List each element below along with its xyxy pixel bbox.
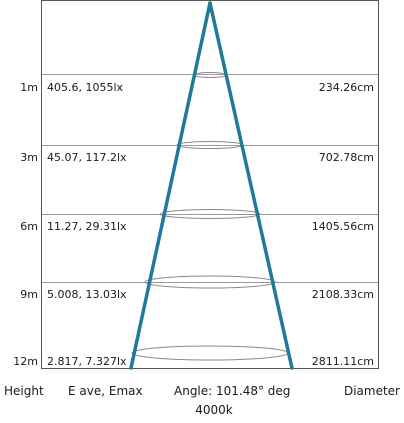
footer-diameter-label: Diameter xyxy=(344,384,400,398)
spot-ellipse-12m xyxy=(131,345,289,361)
row-illuminance-3m: 45.07, 117.2lx xyxy=(47,151,127,164)
beam-left-edge xyxy=(129,1,212,370)
footer-illuminance-label: E ave, Emax xyxy=(68,384,143,398)
row-height-6m: 6m xyxy=(20,220,38,233)
row-illuminance-1m: 405.6, 1055lx xyxy=(47,81,124,94)
row-height-12m: 12m xyxy=(13,355,38,368)
footer-angle-label: Angle: 101.48° deg xyxy=(174,384,290,398)
spot-ellipse-9m xyxy=(144,275,276,289)
row-diameter-9m: 2108.33cm xyxy=(312,288,374,301)
footer-color-temp: 4000k xyxy=(195,403,233,417)
footer-height-label: Height xyxy=(4,384,44,398)
row-illuminance-6m: 11.27, 29.31lx xyxy=(47,220,127,233)
distance-rules xyxy=(42,74,378,283)
row-height-3m: 3m xyxy=(20,151,38,164)
beam-right-edge xyxy=(208,1,294,370)
row-diameter-6m: 1405.56cm xyxy=(312,220,374,233)
spot-ellipses xyxy=(131,72,289,361)
beam-cone xyxy=(129,1,294,370)
row-diameter-1m: 234.26cm xyxy=(319,81,374,94)
row-diameter-3m: 702.78cm xyxy=(319,151,374,164)
diagram-frame xyxy=(41,0,379,369)
row-height-9m: 9m xyxy=(20,288,38,301)
row-diameter-12m: 2811.11cm xyxy=(312,355,374,368)
spot-ellipse-6m xyxy=(159,209,261,219)
row-height-1m: 1m xyxy=(20,81,38,94)
row-illuminance-9m: 5.008, 13.03lx xyxy=(47,288,127,301)
row-illuminance-12m: 2.817, 7.327lx xyxy=(47,355,127,368)
